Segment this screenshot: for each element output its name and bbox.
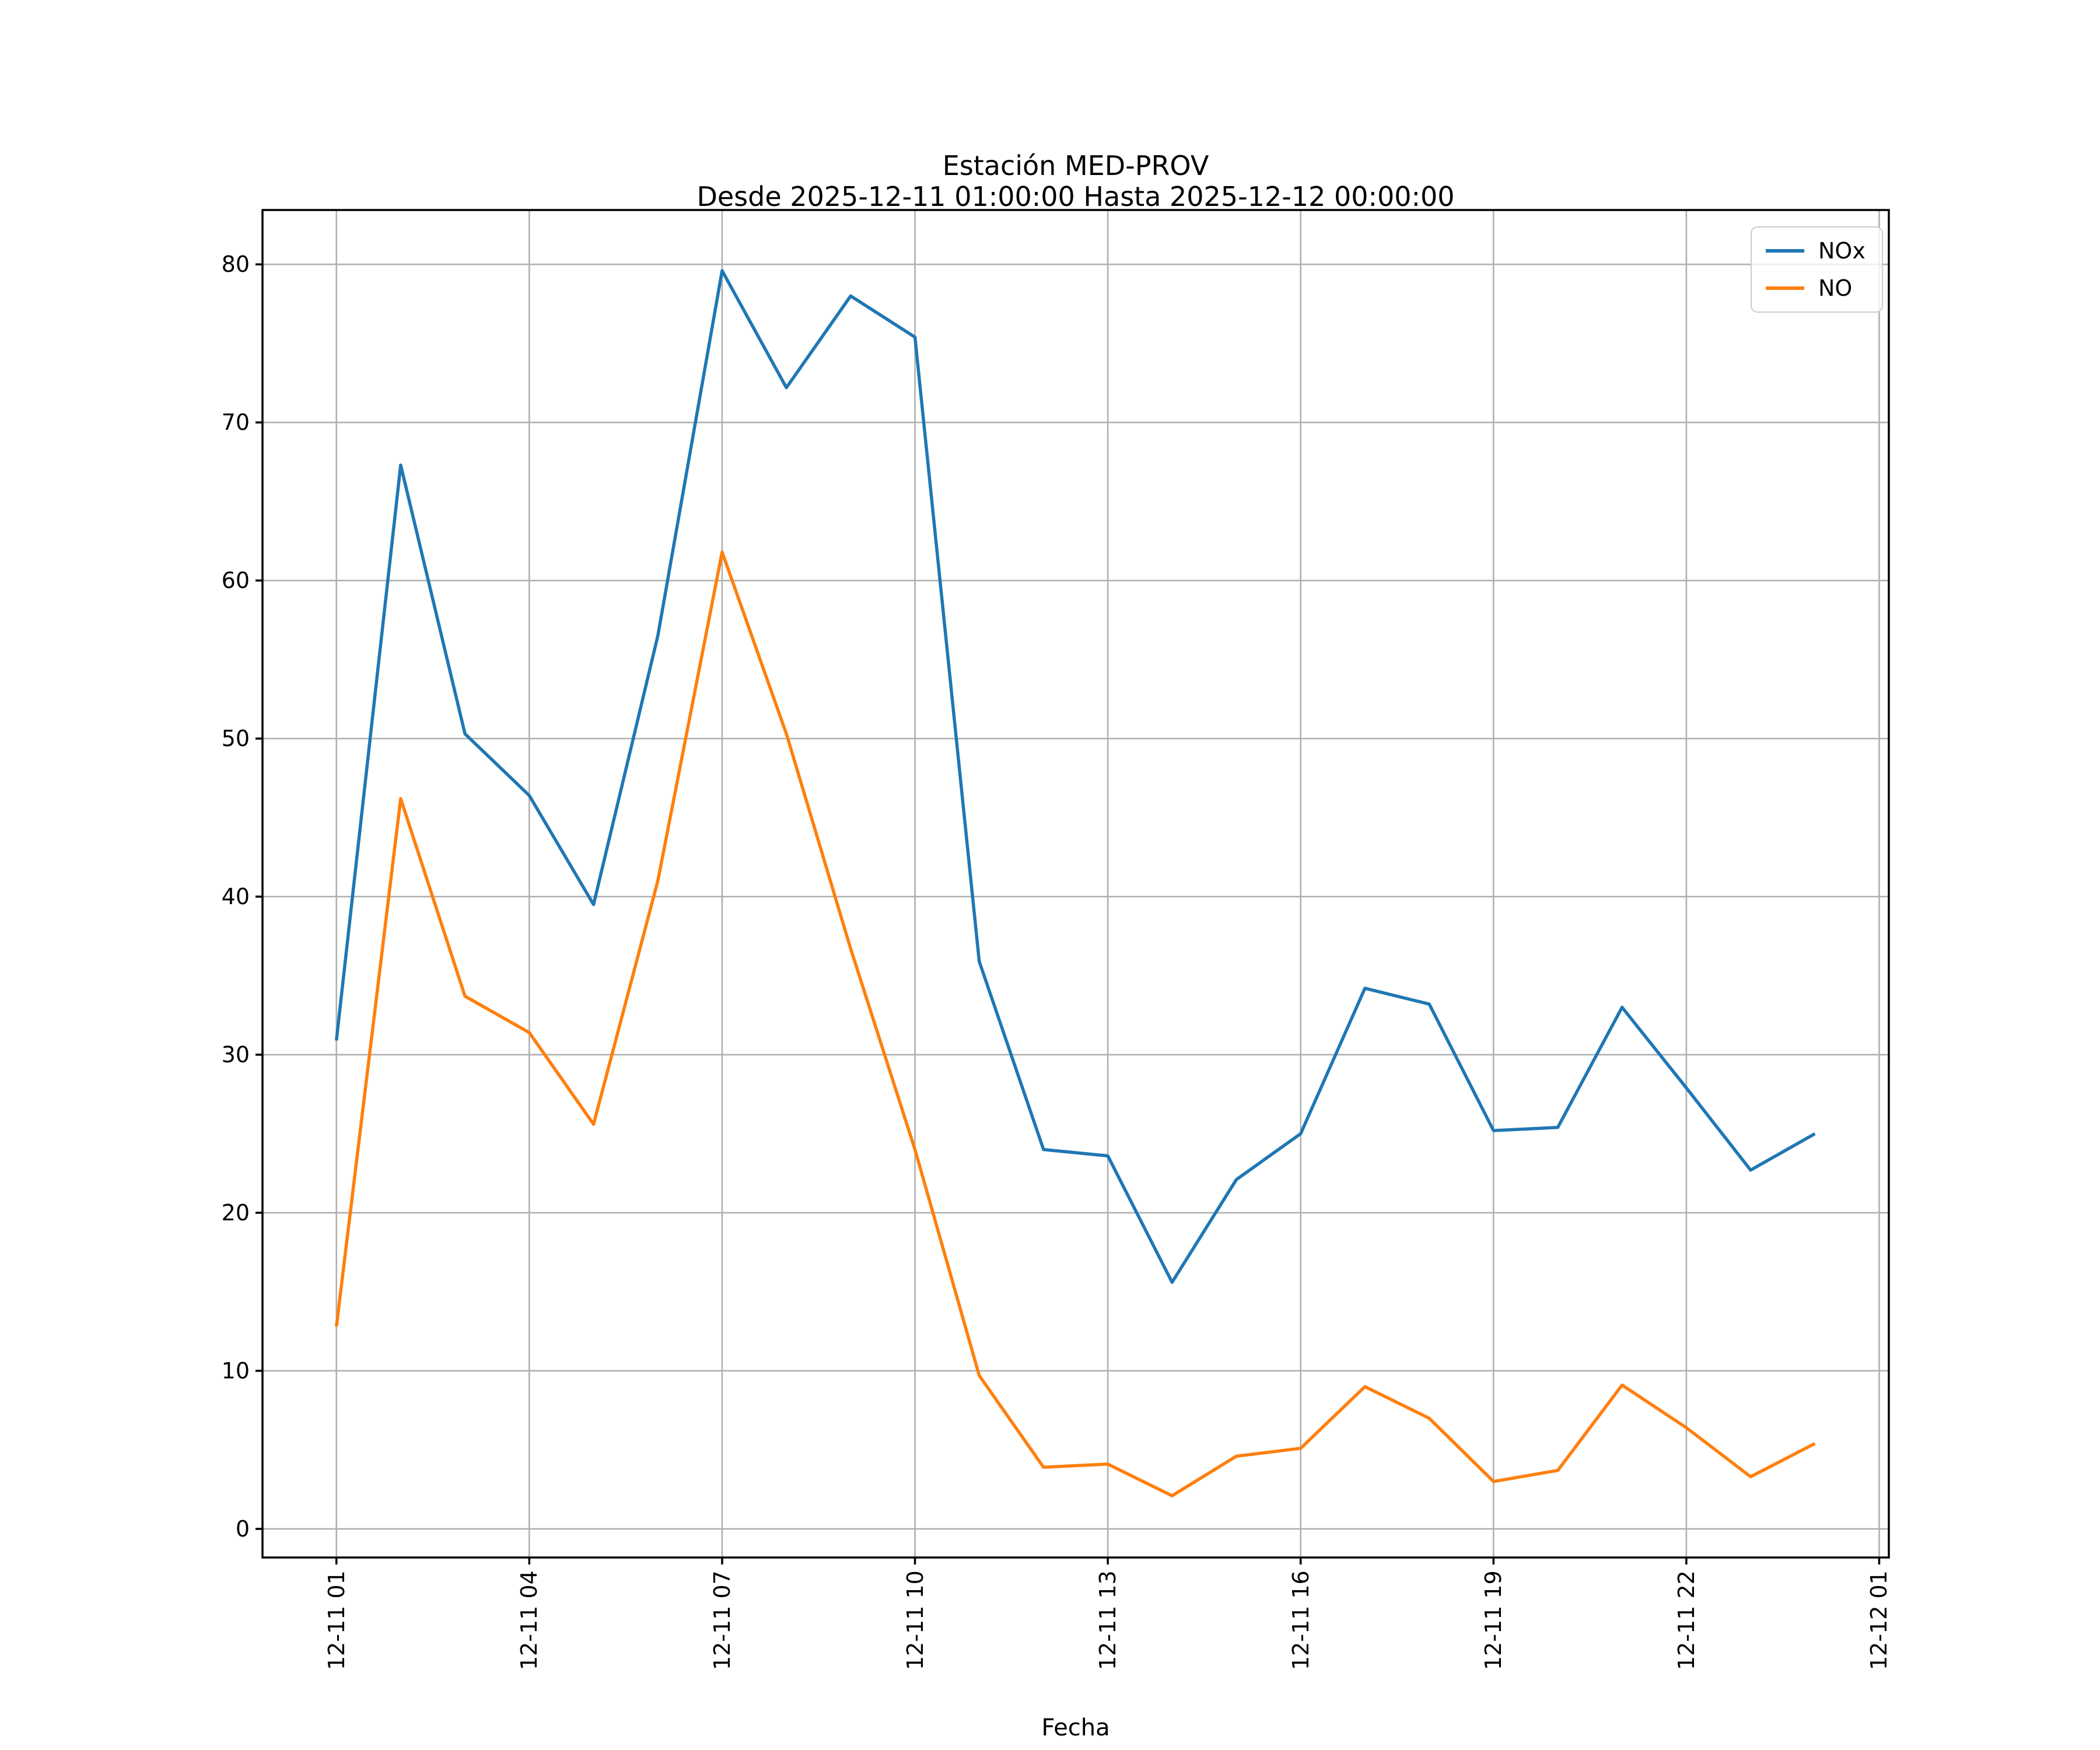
- series-line-NOx: [334, 269, 1816, 1284]
- y-tick-label: 20: [221, 1200, 250, 1226]
- legend-entry-NOx: NOx: [1766, 238, 1866, 264]
- y-tick-label: 50: [221, 726, 250, 752]
- y-tick-label: 10: [221, 1357, 250, 1384]
- x-axis-label: Fecha: [1041, 1714, 1110, 1741]
- y-tick-label: 70: [221, 410, 250, 436]
- y-tick-label: 40: [221, 884, 250, 910]
- y-tick-label: 60: [221, 568, 250, 594]
- legend-label-NOx: NOx: [1818, 238, 1866, 264]
- chart-subtitle: Desde 2025-12-11 01:00:00 Hasta 2025-12-…: [696, 180, 1455, 212]
- legend-swatch-NO: [1766, 286, 1804, 290]
- y-tick-label: 30: [221, 1042, 250, 1068]
- chart-title: Estación MED-PROV: [942, 150, 1209, 181]
- legend-label-NO: NO: [1818, 275, 1853, 301]
- series-line-NO: [334, 550, 1816, 1497]
- legend: NOx NO: [1751, 226, 1883, 313]
- y-tick-label: 0: [235, 1516, 250, 1542]
- legend-swatch-NOx: [1766, 249, 1804, 253]
- chart-title-block: Estación MED-PROV Desde 2025-12-11 01:00…: [262, 150, 1889, 212]
- axes-spines: [261, 209, 1890, 1559]
- legend-entry-NO: NO: [1766, 275, 1866, 301]
- y-tick-label: 80: [221, 251, 250, 278]
